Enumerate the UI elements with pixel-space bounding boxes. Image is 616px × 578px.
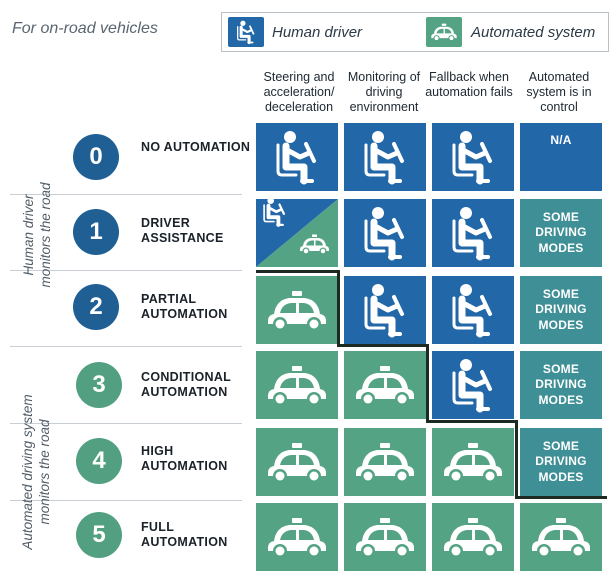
automated-car-icon [344, 503, 426, 571]
row-divider [10, 500, 242, 501]
automated-car-icon [432, 428, 514, 496]
human-driver-icon [432, 351, 514, 419]
human-driver-icon [432, 276, 514, 344]
row-divider [10, 423, 242, 424]
automated-car-icon [256, 503, 338, 571]
in-control-value: SOME DRIVING MODES [520, 428, 602, 496]
column-header-in-control: Automated system is in control [526, 70, 592, 114]
control-boundary-line [515, 420, 518, 499]
in-control-value: N/A [520, 123, 602, 191]
automated-car-icon [344, 351, 426, 419]
human-driver-icon [344, 123, 426, 191]
control-boundary-line [337, 344, 429, 347]
row-divider [10, 270, 242, 271]
control-boundary-line [337, 270, 340, 347]
automated-car-icon [256, 351, 338, 419]
control-boundary-line [515, 496, 607, 499]
level-number: 0 [73, 134, 119, 180]
vehicle-scope-note: For on-road vehicles [12, 20, 158, 37]
level-name: FULL AUTOMATION [141, 520, 228, 549]
automated-car-icon [520, 503, 602, 571]
column-header-monitoring: Monitoring of driving environment [347, 70, 421, 114]
column-header-fallback: Fallback when automation fails [425, 70, 513, 99]
automated-car-icon [426, 17, 462, 47]
automated-car-icon [256, 428, 338, 496]
human-driver-icon [256, 123, 338, 191]
human-driver-icon [228, 17, 264, 47]
in-control-value: SOME DRIVING MODES [520, 199, 602, 267]
level-name: HIGH AUTOMATION [141, 444, 228, 473]
level-number: 4 [76, 438, 122, 484]
level-number: 2 [73, 284, 119, 330]
control-boundary-line [426, 420, 518, 423]
control-boundary-line [426, 344, 429, 422]
level-name: DRIVER ASSISTANCE [141, 216, 224, 245]
human-driver-icon [344, 276, 426, 344]
automated-car-icon [344, 428, 426, 496]
group-divider [10, 346, 242, 347]
level-name: PARTIAL AUTOMATION [141, 292, 228, 321]
in-control-value: SOME DRIVING MODES [520, 276, 602, 344]
level-number: 5 [76, 512, 122, 558]
level-name: CONDITIONAL AUTOMATION [141, 370, 231, 399]
group-label-automated: Automated driving system monitors the ro… [20, 394, 52, 550]
in-control-value: SOME DRIVING MODES [520, 351, 602, 419]
human-driver-icon [432, 123, 514, 191]
human-driver-icon [432, 199, 514, 267]
group-label-human: Human driver monitors the road [21, 182, 53, 288]
automated-car-icon [432, 503, 514, 571]
column-header-steering: Steering and acceleration/ deceleration [263, 70, 335, 114]
human-driver-icon [344, 199, 426, 267]
row-divider [10, 194, 242, 195]
level-name: NO AUTOMATION [141, 140, 251, 154]
legend-automated-label: Automated system [471, 24, 596, 41]
legend: Human driver Automated system [221, 12, 609, 52]
legend-human-label: Human driver [272, 24, 363, 41]
level-number: 1 [73, 209, 119, 255]
level-number: 3 [76, 362, 122, 408]
human-and-automated-icon [256, 199, 338, 267]
control-boundary-line [256, 270, 340, 273]
automated-car-icon [256, 276, 338, 344]
